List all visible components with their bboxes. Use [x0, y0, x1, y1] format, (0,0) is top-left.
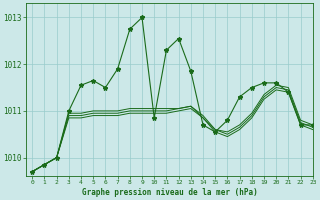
X-axis label: Graphe pression niveau de la mer (hPa): Graphe pression niveau de la mer (hPa): [82, 188, 257, 197]
